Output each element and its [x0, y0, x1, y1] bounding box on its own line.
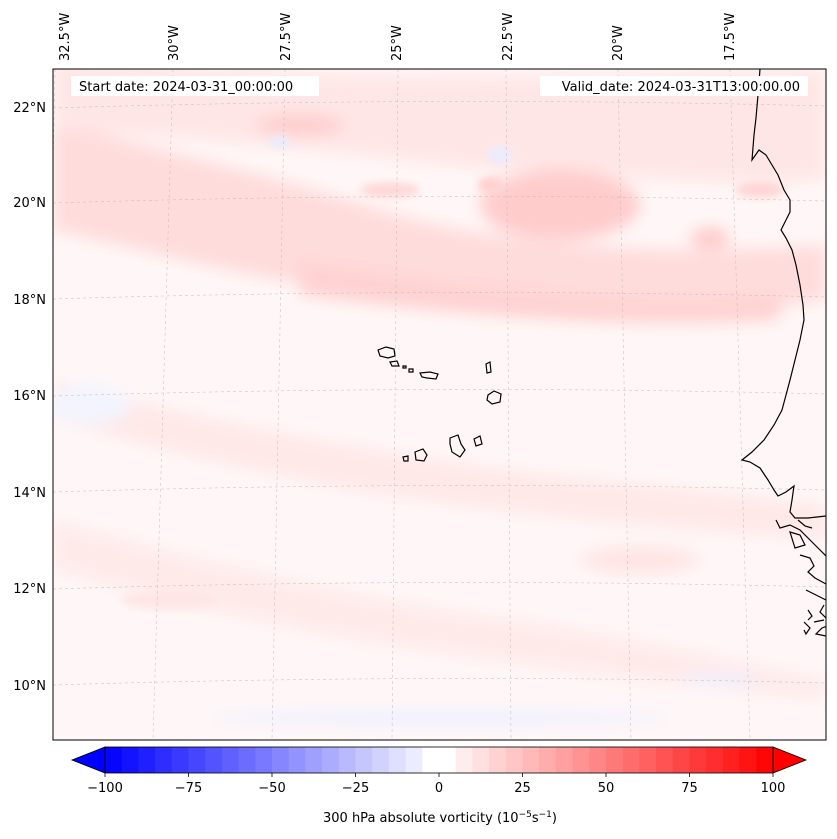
colorbar-segment: [205, 747, 223, 773]
lat-label-12n: 12°N: [13, 582, 46, 597]
colorbar-segment: [171, 747, 189, 773]
colorbar-segment: [288, 747, 306, 773]
start-date-box: [71, 76, 319, 96]
colorbar-ticks: −100 −75 −50 −25 0 25 50 75 100: [87, 773, 785, 796]
graticule: [53, 69, 826, 740]
colorbar-segment: [572, 747, 590, 773]
colorbar-segment: [138, 747, 156, 773]
lon-label-20w: 20°W: [611, 25, 626, 61]
colorbar-segment: [505, 747, 523, 773]
lat-label-16n: 16°N: [13, 389, 46, 404]
colorbar-segment: [322, 747, 340, 773]
colorbar-segment: [606, 747, 624, 773]
colorbar-segment: [555, 747, 573, 773]
colorbar-tick-label: 75: [681, 781, 698, 796]
colorbar-segment: [155, 747, 173, 773]
colorbar-segment: [639, 747, 657, 773]
colorbar-tick-label: −75: [175, 781, 202, 796]
lon-label-27-5w: 27.5°W: [279, 13, 294, 61]
lat-label-18n: 18°N: [13, 293, 46, 308]
colorbar-segment: [739, 747, 757, 773]
start-date-label: Start date: 2024-03-31_00:00:00: [79, 80, 293, 95]
colorbar-segment: [355, 747, 373, 773]
lat-label-14n: 14°N: [13, 486, 46, 501]
lon-label-25w: 25°W: [390, 25, 405, 61]
map-panel: [53, 69, 826, 740]
colorbar-tick-label: 50: [598, 781, 615, 796]
cape-verde-islands: [377, 346, 502, 462]
colorbar-segment: [338, 747, 356, 773]
lat-label-20n: 20°N: [13, 196, 46, 211]
colorbar-max-extend: [772, 746, 808, 774]
vorticity-field: [53, 69, 826, 726]
colorbar-segment: [405, 747, 423, 773]
lon-label-32-5w: 32.5°W: [58, 13, 73, 61]
colorbar-tick-label: 25: [514, 781, 531, 796]
colorbar-segment: [255, 747, 273, 773]
lon-label-17-5w: 17.5°W: [723, 13, 738, 61]
valid-date-label: Valid_date: 2024-03-31T13:00:00.00: [562, 80, 800, 95]
colorbar-segment: [221, 747, 239, 773]
colorbar-segment: [238, 747, 256, 773]
lon-label-30w: 30°W: [167, 25, 182, 61]
colorbar-tick-label: −50: [258, 781, 285, 796]
colorbar-segment: [121, 747, 139, 773]
colorbar-tick-label: −25: [342, 781, 369, 796]
colorbar-segment: [756, 747, 774, 773]
colorbar-segment: [188, 747, 206, 773]
colorbar: −100 −75 −50 −25 0 25 50 75 100 300 hPa absolute…: [70, 746, 808, 826]
lon-label-22-5w: 22.5°W: [501, 13, 516, 61]
vorticity-anomalies: [120, 136, 785, 610]
colorbar-segment: [722, 747, 740, 773]
colorbar-segment: [522, 747, 540, 773]
colorbar-tick-label: 100: [761, 781, 786, 796]
colorbar-segment: [656, 747, 674, 773]
colorbar-segment: [422, 747, 440, 773]
colorbar-segment: [589, 747, 607, 773]
west-africa-coastline: [740, 69, 826, 637]
colorbar-segment: [622, 747, 640, 773]
colorbar-segments: [105, 747, 774, 773]
colorbar-min-extend: [70, 746, 106, 774]
colorbar-segment: [706, 747, 724, 773]
colorbar-segment: [272, 747, 290, 773]
colorbar-segment: [489, 747, 507, 773]
map-frame: [52, 68, 827, 741]
colorbar-segment: [689, 747, 707, 773]
colorbar-segment: [305, 747, 323, 773]
colorbar-segment: [105, 747, 123, 773]
colorbar-tick-label: −100: [87, 781, 123, 796]
colorbar-segment: [372, 747, 390, 773]
colorbar-segment: [472, 747, 490, 773]
colorbar-label: 300 hPa absolute vorticity (10−5s−1): [323, 810, 557, 826]
colorbar-segment: [439, 747, 457, 773]
colorbar-segment: [388, 747, 406, 773]
valid-date-box: [540, 76, 808, 96]
colorbar-segment: [672, 747, 690, 773]
colorbar-segment: [455, 747, 473, 773]
colorbar-segment: [539, 747, 557, 773]
colorbar-tick-label: 0: [435, 781, 443, 796]
lat-label-22n: 22°N: [13, 101, 46, 116]
lat-label-10n: 10°N: [13, 679, 46, 694]
